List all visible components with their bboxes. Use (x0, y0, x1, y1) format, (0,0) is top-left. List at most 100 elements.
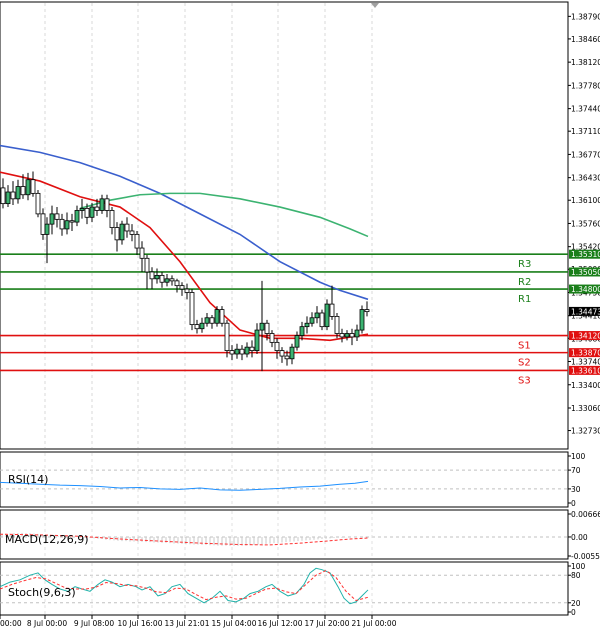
level-name-r1: R1 (518, 294, 531, 305)
candle (329, 285, 335, 320)
main-ytick-label: 1.37110 (571, 127, 600, 136)
xtick-label: 21 Jul 00:00 (352, 619, 397, 628)
candle-body-up (354, 329, 360, 338)
level-price-label-s1: 1.34120 (571, 332, 600, 341)
level-price-box-s3 (569, 365, 600, 375)
xtick-label: 15 Jul 04:00 (212, 619, 257, 628)
candle (35, 189, 41, 218)
candle-body-down (54, 213, 60, 220)
candle (15, 179, 21, 204)
candle-body-down (189, 292, 195, 326)
moving-average-ma_slow (79, 192, 369, 238)
candle-body-up (49, 213, 55, 225)
level-price-label-r1: 1.34800 (571, 285, 600, 294)
main-ytick-label: 1.33400 (571, 381, 600, 390)
candle (114, 222, 120, 252)
candle-body-down (224, 322, 230, 351)
candle (119, 220, 125, 245)
candle (354, 324, 360, 342)
candle-body-down (194, 324, 200, 330)
candle-body-up (79, 208, 85, 211)
candle (214, 306, 220, 327)
candle (264, 319, 270, 341)
candle (204, 312, 210, 327)
stoch-ytick-label: 20 (571, 599, 581, 608)
level-name-s1: S1 (518, 341, 531, 352)
candle (104, 194, 110, 218)
candle (129, 224, 135, 242)
macd-ytick-label: -0.00552 (571, 552, 600, 561)
level-price-label-s2: 1.33870 (571, 349, 600, 358)
candle (294, 331, 300, 351)
candle-body-up (244, 346, 250, 355)
moving-average-ma_mid (0, 144, 369, 301)
candle (159, 271, 165, 288)
candle-body-up (289, 346, 295, 360)
candle-body-down (144, 257, 150, 273)
candle-body-down (239, 348, 245, 355)
candle-body-up (74, 210, 80, 223)
candle (249, 340, 255, 358)
candle-body-up (344, 333, 350, 338)
candle-body-down (59, 218, 65, 230)
current-price-label: 1.34473 (571, 307, 600, 316)
candle (184, 283, 190, 300)
candle (139, 241, 145, 272)
candle-body-up (119, 223, 125, 241)
level-price-box-r2 (569, 267, 600, 277)
stoch-ytick-label: 100 (571, 562, 586, 571)
candle (169, 275, 175, 286)
candle (154, 268, 160, 284)
macd-signal-line (0, 533, 369, 546)
candle (364, 301, 370, 317)
candle-body-down (139, 247, 145, 259)
candle-body-down (319, 312, 325, 328)
candle-body-down (84, 208, 90, 218)
candle (209, 315, 215, 329)
candle-body-down (40, 213, 46, 235)
candle-body-down (174, 280, 180, 287)
main-ytick-label: 1.35420 (571, 243, 600, 252)
level-price-label-r2: 1.35050 (571, 268, 600, 277)
candle (84, 203, 90, 225)
rsi-ytick-label: 0 (571, 499, 576, 508)
candle-body-down (349, 333, 355, 338)
candle (299, 321, 305, 341)
macd-ytick-label: 0.00666 (571, 510, 600, 519)
main-ytick-label: 1.33060 (571, 404, 600, 413)
candle-body-down (339, 333, 345, 338)
main-ytick-label: 1.36100 (571, 196, 600, 205)
candle-body-up (99, 198, 105, 211)
candle (334, 312, 340, 339)
candle (324, 299, 330, 331)
candle (224, 319, 230, 358)
candle (229, 345, 235, 361)
rsi-line (0, 480, 369, 491)
rsi-panel: 100 70 30 0 RSI(14) (0, 451, 586, 508)
xtick-label: 16 Jul 12:00 (258, 619, 303, 628)
candle-body-down (264, 322, 270, 334)
candle (194, 319, 200, 334)
candle-body-up (304, 322, 310, 328)
candle (49, 205, 55, 235)
candle-body-down (329, 303, 335, 317)
candle (314, 306, 320, 324)
candle (79, 198, 85, 219)
candle (269, 330, 275, 348)
main-ytick-label: 1.32730 (571, 427, 600, 436)
rsi-ytick-label: 70 (571, 466, 581, 475)
candle (134, 230, 140, 255)
xtick-label: 10 Jul 16:00 (118, 619, 163, 628)
level-price-box-r1 (569, 284, 600, 294)
candle (44, 217, 50, 264)
candle-body-down (69, 220, 75, 223)
candle-body-down (30, 179, 36, 194)
candle-body-down (134, 233, 140, 249)
main-ytick-label: 1.36430 (571, 174, 600, 183)
candle-body-down (219, 309, 225, 324)
candle-body-down (124, 223, 130, 232)
candle-body-down (149, 271, 155, 280)
candle-body-up (164, 278, 170, 283)
